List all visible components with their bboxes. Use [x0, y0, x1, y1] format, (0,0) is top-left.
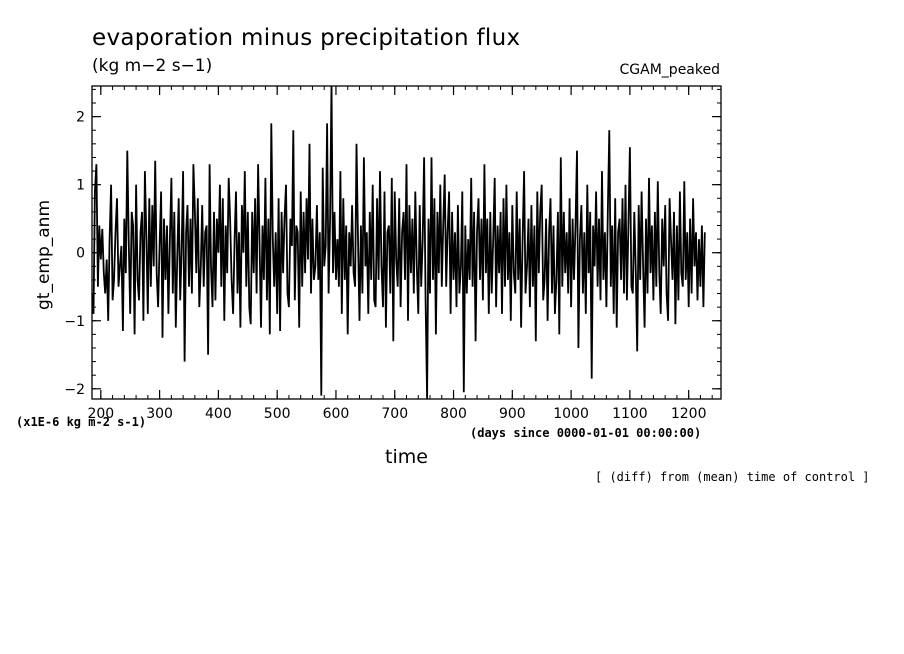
series-group — [92, 86, 706, 399]
units-label: (kg m−2 s−1) — [92, 56, 213, 76]
y-tick-label: −1 — [64, 314, 85, 330]
plot-frame — [91, 85, 722, 400]
x-tick-label: 200 — [87, 406, 114, 422]
x-axis-label: time — [385, 446, 428, 468]
x-tick-label: 1000 — [553, 406, 589, 422]
y-scale-note: (x1E-6 kg m-2 s-1) — [16, 415, 147, 429]
series-line — [92, 86, 706, 399]
x-tick-label: 300 — [146, 406, 173, 422]
tick-labels: 200 300 400 500 600 700 800 900 1000 1100 1200 2 1 0 −… — [64, 110, 706, 422]
x-tick-label: 900 — [499, 406, 526, 422]
axis-ticks — [92, 86, 721, 399]
footnote: [ (diff) from (mean) time of control ] — [595, 470, 870, 484]
y-tick-label: 1 — [76, 178, 85, 194]
experiment-label: CGAM_peaked — [619, 62, 720, 78]
y-tick-label: −2 — [64, 382, 85, 398]
x-tick-label: 1100 — [612, 406, 648, 422]
x-tick-label: 500 — [264, 406, 291, 422]
x-tick-label: 600 — [323, 406, 350, 422]
chart-title: evaporation minus precipitation flux — [92, 25, 521, 51]
x-tick-label: 700 — [381, 406, 408, 422]
x-units-label: (days since 0000-01-01 00:00:00) — [470, 426, 702, 440]
y-tick-label: 0 — [76, 246, 85, 262]
x-tick-label: 1200 — [671, 406, 707, 422]
y-tick-label: 2 — [76, 110, 85, 126]
x-tick-label: 400 — [205, 406, 232, 422]
x-tick-label: 800 — [440, 406, 467, 422]
